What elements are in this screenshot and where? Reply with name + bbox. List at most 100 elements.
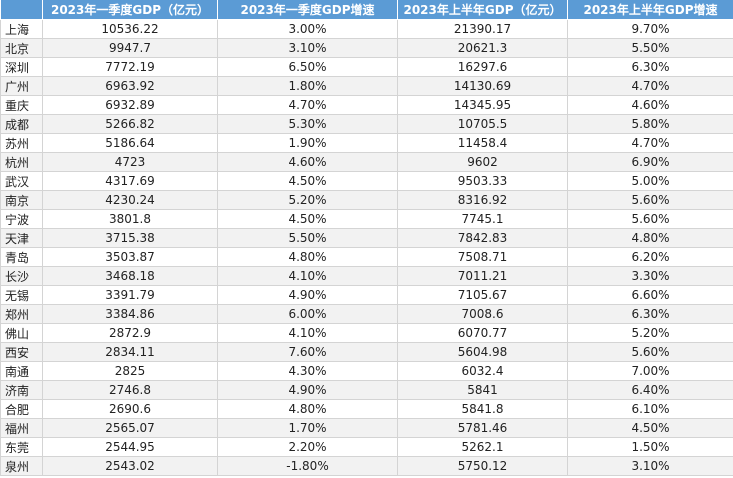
q1-gdp-cell: 4723 — [42, 152, 218, 172]
table-row: 南京 4230.24 5.20% 8316.92 5.60% — [0, 190, 733, 210]
header-row: 2023年一季度GDP（亿元） 2023年一季度GDP增速 2023年上半年GDP（… — [0, 0, 733, 20]
h1-gdp-cell: 5750.12 — [397, 456, 568, 476]
table-row: 泉州 2543.02 -1.80% 5750.12 3.10% — [0, 456, 733, 476]
q1-gdp-cell: 2565.07 — [42, 418, 218, 438]
q1-gdp-cell: 6932.89 — [42, 95, 218, 115]
header-q1-gdp: 2023年一季度GDP（亿元） — [42, 0, 218, 20]
h1-gdp-cell: 14345.95 — [397, 95, 568, 115]
q1-gdp-cell: 3468.18 — [42, 266, 218, 286]
table-row: 福州 2565.07 1.70% 5781.46 4.50% — [0, 418, 733, 438]
q1-growth-cell: -1.80% — [217, 456, 398, 476]
q1-growth-cell: 4.70% — [217, 95, 398, 115]
q1-gdp-cell: 5186.64 — [42, 133, 218, 153]
city-cell: 东莞 — [0, 437, 43, 457]
h1-gdp-cell: 20621.3 — [397, 38, 568, 58]
city-cell: 成都 — [0, 114, 43, 134]
h1-growth-cell: 6.30% — [567, 304, 733, 324]
q1-growth-cell: 1.70% — [217, 418, 398, 438]
table-row: 天津 3715.38 5.50% 7842.83 4.80% — [0, 228, 733, 248]
table-row: 宁波 3801.8 4.50% 7745.1 5.60% — [0, 209, 733, 229]
city-cell: 长沙 — [0, 266, 43, 286]
q1-growth-cell: 4.50% — [217, 209, 398, 229]
q1-gdp-cell: 9947.7 — [42, 38, 218, 58]
city-cell: 苏州 — [0, 133, 43, 153]
h1-gdp-cell: 7105.67 — [397, 285, 568, 305]
h1-growth-cell: 3.10% — [567, 456, 733, 476]
table-row: 成都 5266.82 5.30% 10705.5 5.80% — [0, 114, 733, 134]
h1-gdp-cell: 5262.1 — [397, 437, 568, 457]
header-h1-gdp: 2023年上半年GDP（亿元） — [397, 0, 568, 20]
table-row: 杭州 4723 4.60% 9602 6.90% — [0, 152, 733, 172]
table-row: 上海 10536.22 3.00% 21390.17 9.70% — [0, 19, 733, 39]
city-cell: 佛山 — [0, 323, 43, 343]
q1-gdp-cell: 2825 — [42, 361, 218, 381]
q1-gdp-cell: 2872.9 — [42, 323, 218, 343]
q1-growth-cell: 5.30% — [217, 114, 398, 134]
q1-gdp-cell: 3503.87 — [42, 247, 218, 267]
city-cell: 北京 — [0, 38, 43, 58]
city-cell: 上海 — [0, 19, 43, 39]
q1-growth-cell: 4.60% — [217, 152, 398, 172]
q1-gdp-cell: 6963.92 — [42, 76, 218, 96]
h1-growth-cell: 5.80% — [567, 114, 733, 134]
h1-growth-cell: 7.00% — [567, 361, 733, 381]
h1-gdp-cell: 8316.92 — [397, 190, 568, 210]
q1-growth-cell: 4.90% — [217, 285, 398, 305]
h1-gdp-cell: 6070.77 — [397, 323, 568, 343]
table-row: 武汉 4317.69 4.50% 9503.33 5.00% — [0, 171, 733, 191]
q1-gdp-cell: 3715.38 — [42, 228, 218, 248]
city-cell: 泉州 — [0, 456, 43, 476]
q1-growth-cell: 1.80% — [217, 76, 398, 96]
h1-growth-cell: 4.80% — [567, 228, 733, 248]
table-row: 苏州 5186.64 1.90% 11458.4 4.70% — [0, 133, 733, 153]
h1-gdp-cell: 14130.69 — [397, 76, 568, 96]
table-row: 长沙 3468.18 4.10% 7011.21 3.30% — [0, 266, 733, 286]
h1-gdp-cell: 5781.46 — [397, 418, 568, 438]
q1-growth-cell: 4.50% — [217, 171, 398, 191]
header-h1-growth: 2023年上半年GDP增速 — [567, 0, 733, 20]
table-row: 重庆 6932.89 4.70% 14345.95 4.60% — [0, 95, 733, 115]
h1-growth-cell: 5.60% — [567, 209, 733, 229]
h1-gdp-cell: 7508.71 — [397, 247, 568, 267]
h1-gdp-cell: 11458.4 — [397, 133, 568, 153]
q1-growth-cell: 3.00% — [217, 19, 398, 39]
h1-growth-cell: 1.50% — [567, 437, 733, 457]
h1-growth-cell: 6.60% — [567, 285, 733, 305]
table-row: 西安 2834.11 7.60% 5604.98 5.60% — [0, 342, 733, 362]
city-cell: 杭州 — [0, 152, 43, 172]
q1-gdp-cell: 2543.02 — [42, 456, 218, 476]
header-q1-growth: 2023年一季度GDP增速 — [217, 0, 398, 20]
city-cell: 无锡 — [0, 285, 43, 305]
city-cell: 西安 — [0, 342, 43, 362]
q1-growth-cell: 4.10% — [217, 266, 398, 286]
q1-growth-cell: 6.00% — [217, 304, 398, 324]
table-row: 郑州 3384.86 6.00% 7008.6 6.30% — [0, 304, 733, 324]
q1-gdp-cell: 3391.79 — [42, 285, 218, 305]
city-cell: 南京 — [0, 190, 43, 210]
q1-gdp-cell: 7772.19 — [42, 57, 218, 77]
city-cell: 合肥 — [0, 399, 43, 419]
city-cell: 南通 — [0, 361, 43, 381]
q1-growth-cell: 4.10% — [217, 323, 398, 343]
table-row: 北京 9947.7 3.10% 20621.3 5.50% — [0, 38, 733, 58]
table-header: 2023年一季度GDP（亿元） 2023年一季度GDP增速 2023年上半年GDP（… — [0, 0, 733, 20]
h1-growth-cell: 9.70% — [567, 19, 733, 39]
city-cell: 青岛 — [0, 247, 43, 267]
city-cell: 福州 — [0, 418, 43, 438]
h1-gdp-cell: 7011.21 — [397, 266, 568, 286]
h1-growth-cell: 6.20% — [567, 247, 733, 267]
table-row: 东莞 2544.95 2.20% 5262.1 1.50% — [0, 437, 733, 457]
h1-growth-cell: 5.00% — [567, 171, 733, 191]
h1-growth-cell: 4.70% — [567, 133, 733, 153]
h1-growth-cell: 4.60% — [567, 95, 733, 115]
city-cell: 深圳 — [0, 57, 43, 77]
q1-gdp-cell: 2690.6 — [42, 399, 218, 419]
h1-gdp-cell: 5841 — [397, 380, 568, 400]
table-row: 合肥 2690.6 4.80% 5841.8 6.10% — [0, 399, 733, 419]
city-cell: 广州 — [0, 76, 43, 96]
q1-gdp-cell: 5266.82 — [42, 114, 218, 134]
table-row: 无锡 3391.79 4.90% 7105.67 6.60% — [0, 285, 733, 305]
h1-growth-cell: 6.40% — [567, 380, 733, 400]
h1-growth-cell: 5.60% — [567, 190, 733, 210]
header-city — [0, 0, 43, 20]
